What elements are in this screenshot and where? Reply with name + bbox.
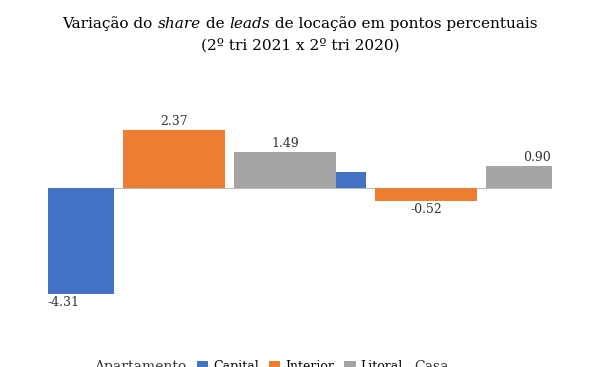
Text: 2.37: 2.37 [160, 116, 188, 128]
Bar [264, 172, 366, 188]
Text: 0.90: 0.90 [523, 152, 551, 164]
Bar [486, 166, 588, 188]
Text: 1.49: 1.49 [271, 137, 299, 150]
Bar [375, 188, 477, 201]
Bar [12, 188, 114, 294]
Text: -0.52: -0.52 [410, 203, 442, 216]
Legend: Capital, Interior, Litoral: Capital, Interior, Litoral [192, 355, 408, 367]
Text: leads: leads [229, 17, 270, 30]
Bar [123, 130, 225, 188]
Bar [234, 152, 336, 188]
Text: de locação em pontos percentuais: de locação em pontos percentuais [270, 17, 538, 32]
Text: (2º tri 2021 x 2º tri 2020): (2º tri 2021 x 2º tri 2020) [200, 39, 400, 53]
Text: Casa: Casa [414, 360, 448, 367]
Text: share: share [158, 17, 201, 30]
Text: de: de [201, 17, 229, 30]
Text: Variação do: Variação do [62, 17, 158, 32]
Text: -4.31: -4.31 [47, 296, 79, 309]
Text: 0.66: 0.66 [301, 157, 329, 170]
Text: Apartamento: Apartamento [94, 360, 186, 367]
